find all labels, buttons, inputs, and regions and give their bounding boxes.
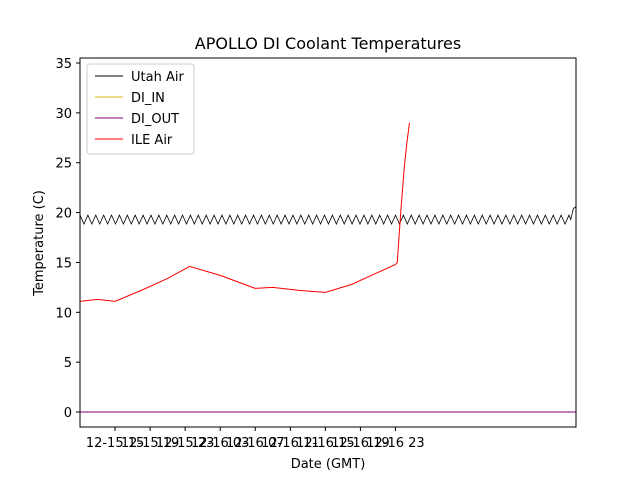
- legend: Utah Air DI_IN DI_OUT ILE Air: [86, 63, 195, 155]
- x-tick-label: 12-15 15: [86, 436, 144, 451]
- series-group: [80, 122, 576, 413]
- x-axis-title: Date (GMT): [291, 457, 366, 472]
- series-line-utah-air: [80, 206, 576, 226]
- y-tick-label: 15: [55, 256, 72, 271]
- x-tick-label: 12-16 15: [296, 436, 354, 451]
- legend-label-di-in: DI_IN: [131, 91, 165, 106]
- x-tick-label: 12-16 11: [261, 436, 319, 451]
- x-tick-label: 12-15 23: [156, 436, 214, 451]
- x-tick-label: 12-16 19: [331, 436, 389, 451]
- y-tick-label: 30: [55, 107, 72, 122]
- legend-label-ile-air: ILE Air: [131, 133, 173, 148]
- axes-frame: [79, 57, 577, 428]
- x-tick-label: 12-16 07: [226, 436, 284, 451]
- y-tick-label: 10: [55, 306, 72, 321]
- x-tick-label: 12-16 03: [191, 436, 249, 451]
- y-tick-label: 20: [55, 207, 72, 222]
- y-tick-label: 25: [55, 157, 72, 172]
- legend-box: [86, 63, 195, 155]
- x-tick-label: 12-16 23: [366, 436, 424, 451]
- legend-label-utah-air: Utah Air: [131, 70, 184, 85]
- series-line-ile-air: [80, 122, 410, 302]
- chart-title: APOLLO DI Coolant Temperatures: [195, 34, 461, 53]
- x-tick-label: 12-15 19: [121, 436, 179, 451]
- y-tick-label: 5: [64, 356, 72, 371]
- y-tick-label: 0: [64, 406, 72, 421]
- y-axis-title: Temperature (C): [32, 190, 47, 297]
- legend-label-di-out: DI_OUT: [131, 112, 179, 127]
- y-tick-label: 35: [55, 57, 72, 72]
